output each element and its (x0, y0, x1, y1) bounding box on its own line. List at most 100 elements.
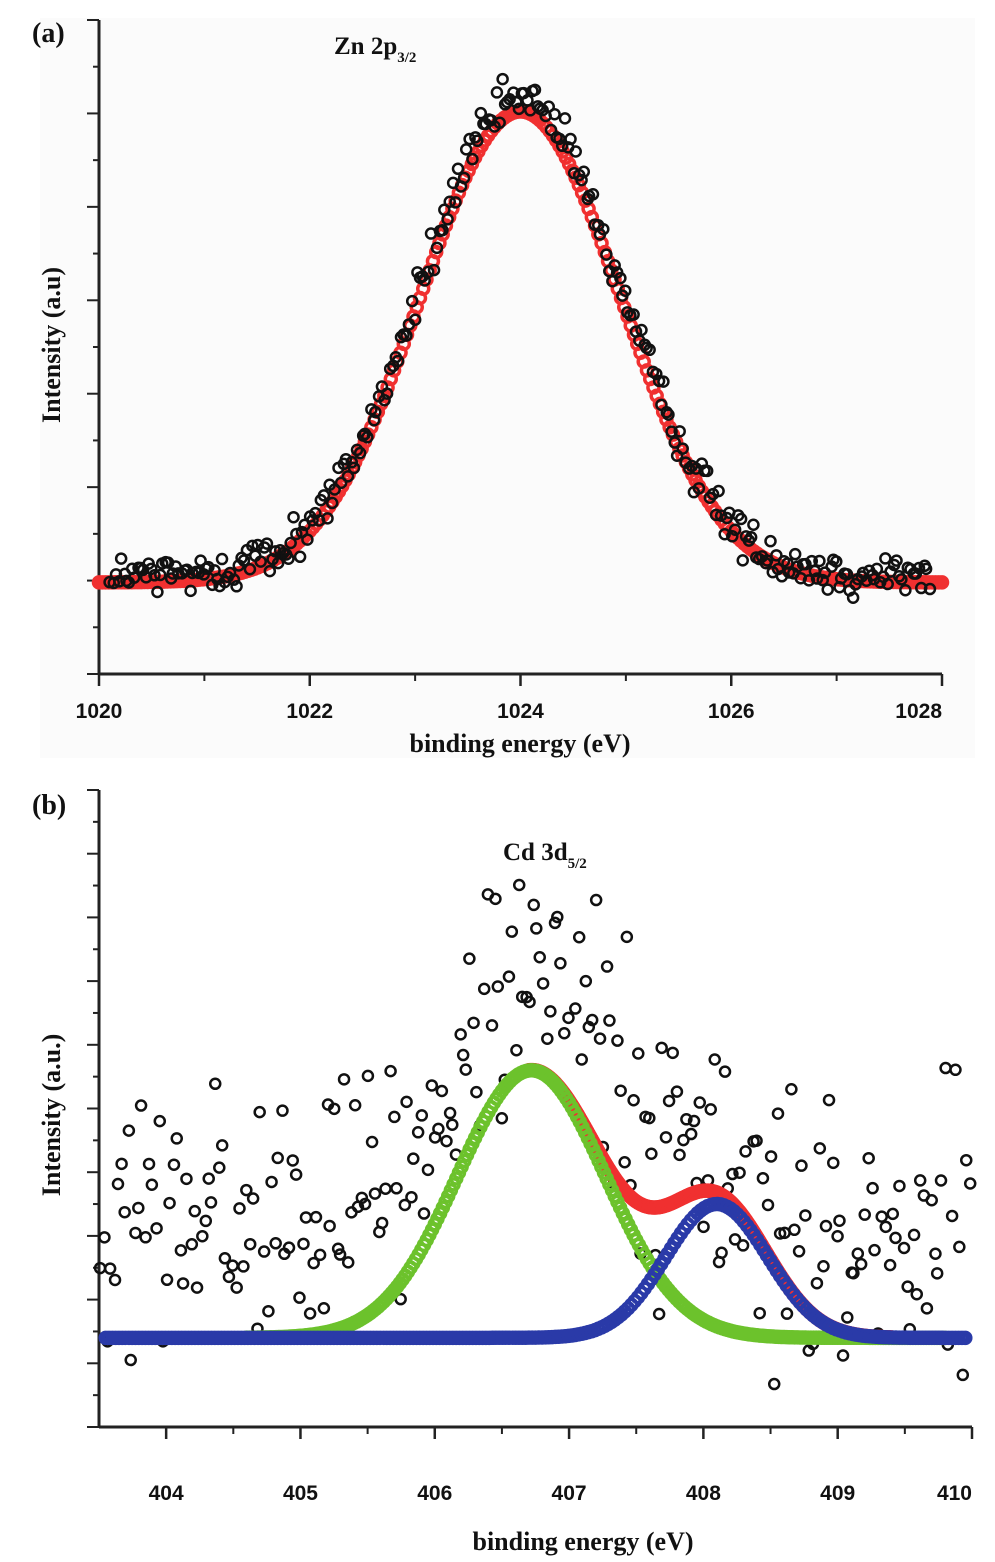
panel-a-y-axis-label: Intensity (a.u) (37, 267, 66, 423)
data-point (361, 431, 374, 444)
panel-a: (a) Zn 2p3/2 1020 1022 1024 1026 1028 bindin… (32, 18, 975, 758)
data-point (934, 1174, 948, 1187)
data-point (327, 1102, 341, 1116)
data-point (160, 1273, 174, 1287)
data-point (680, 1113, 693, 1126)
data-point (269, 1237, 282, 1250)
data-point (643, 1111, 656, 1125)
data-point (132, 1201, 145, 1215)
data-point (127, 571, 141, 584)
data-point (614, 271, 627, 285)
data-point (575, 1053, 588, 1066)
data-point (635, 323, 648, 337)
data-point (390, 1182, 403, 1195)
data-point (317, 489, 331, 502)
data-point (597, 222, 610, 236)
data-point (810, 572, 824, 585)
data-point (150, 1222, 163, 1235)
data-point (764, 534, 777, 548)
data-point (405, 1190, 418, 1204)
data-point (202, 560, 215, 574)
data-point (103, 1262, 117, 1275)
data-point (505, 925, 519, 938)
data-point (608, 259, 621, 272)
data-point (307, 1256, 320, 1270)
data-point (614, 1084, 627, 1097)
data-point (306, 514, 319, 527)
data-point (794, 571, 807, 585)
data-point (923, 582, 937, 596)
data-point (870, 562, 884, 576)
data-point (726, 530, 739, 543)
data-point (485, 1019, 499, 1032)
data-point (145, 1178, 159, 1192)
x-tick-label: 407 (552, 1482, 587, 1505)
data-point (593, 1032, 607, 1045)
data-point (953, 1240, 966, 1254)
data-point (764, 1150, 778, 1163)
data-point (457, 171, 471, 185)
data-point (353, 446, 367, 460)
data-point (886, 1207, 900, 1221)
data-point (753, 1306, 766, 1320)
data-point (551, 910, 564, 924)
data-point (378, 393, 391, 407)
data-point (254, 555, 267, 568)
data-point (569, 1002, 582, 1015)
data-point (230, 580, 243, 593)
data-point (341, 470, 355, 483)
data-point (108, 1273, 122, 1287)
data-point (645, 1147, 658, 1160)
data-point (771, 1107, 785, 1120)
panel-a-title: Zn 2p3/2 (334, 33, 416, 66)
data-point (963, 1177, 977, 1190)
peak2-curve-point (958, 1330, 973, 1346)
data-point (204, 1196, 218, 1209)
data-point (611, 1034, 624, 1047)
data-point (868, 1243, 881, 1257)
data-point (167, 1158, 181, 1171)
data-point (451, 162, 465, 176)
data-point (708, 1053, 721, 1066)
data-point (899, 584, 912, 597)
data-point (709, 508, 723, 522)
data-point (425, 1079, 439, 1092)
x-tick-label: 1028 (895, 700, 942, 723)
data-point (421, 1163, 435, 1177)
data-point (243, 1237, 257, 1251)
data-point (677, 1133, 690, 1147)
data-point (632, 1047, 645, 1060)
data-point (334, 476, 348, 490)
data-point (512, 878, 526, 892)
data-point (919, 562, 933, 576)
data-point (665, 425, 678, 438)
data-point (490, 86, 504, 99)
data-point (139, 1231, 152, 1244)
data-point (846, 591, 860, 604)
data-point (289, 1168, 303, 1181)
data-point (430, 241, 444, 255)
data-point (124, 1353, 137, 1367)
data-point (218, 1252, 232, 1265)
data-point (821, 583, 834, 596)
x-tick-label: 1020 (76, 700, 123, 723)
panel-b-title: Cd 3d5/2 (503, 839, 587, 872)
data-point (739, 1145, 752, 1158)
data-point (379, 1182, 392, 1196)
data-point (893, 1179, 906, 1193)
data-point (391, 354, 405, 368)
data-point (523, 995, 536, 1009)
data-point (847, 1266, 860, 1280)
data-point (792, 1245, 806, 1258)
data-point (662, 408, 675, 421)
data-point (407, 1152, 420, 1165)
data-point (463, 132, 476, 146)
data-point (657, 375, 670, 388)
data-point (449, 196, 462, 209)
data-point (572, 930, 586, 944)
data-point (435, 1084, 449, 1098)
data-point (196, 1229, 209, 1243)
data-point (925, 1194, 938, 1207)
data-point (405, 294, 419, 308)
data-point (736, 1239, 750, 1252)
